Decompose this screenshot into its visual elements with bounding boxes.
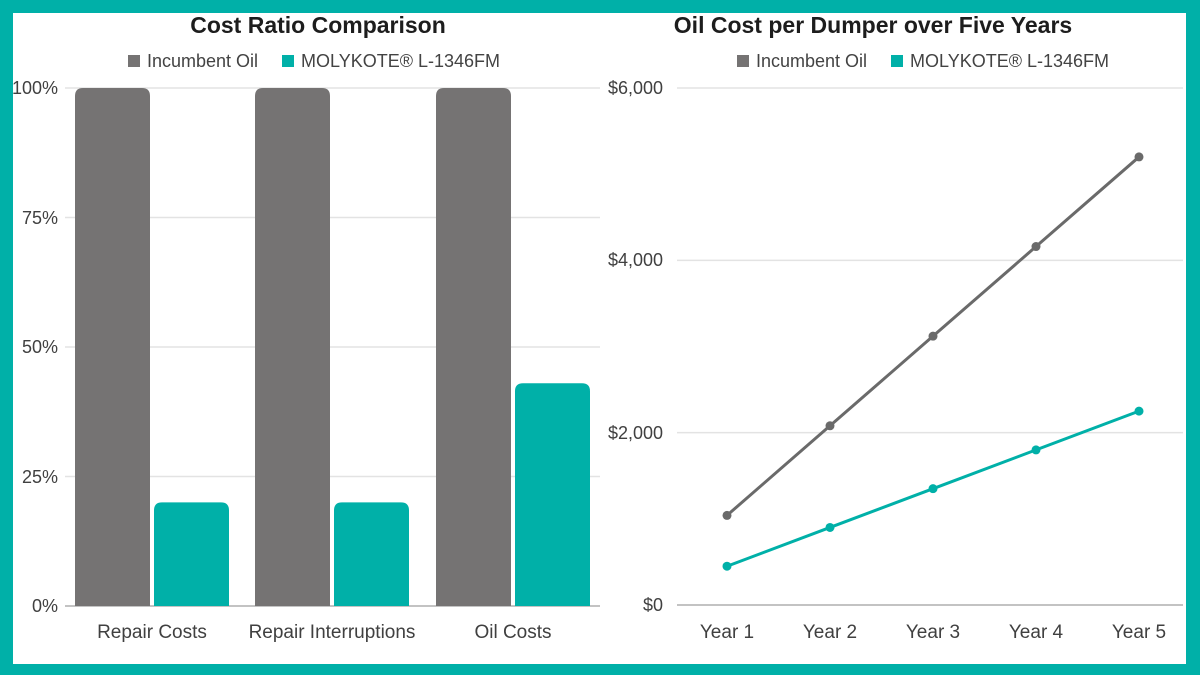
legend-label-incumbent: Incumbent Oil: [755, 50, 868, 71]
cost-ratio-y-axis-label: 50%: [21, 337, 58, 357]
cost-ratio-x-axis-label: Repair Interruptions: [248, 622, 416, 643]
cost-ratio-y-axis-label: 75%: [21, 207, 58, 228]
oil-cost-y-axis-label: $4,000: [607, 250, 663, 271]
legend-swatch-incumbent-icon: [736, 55, 749, 67]
cost-ratio-x-axis-label: Repair Costs: [97, 622, 207, 643]
legend-item-molykote: MOLYKOTE® L-1346FM: [891, 51, 1109, 72]
cost-ratio-y-axis-label: 100%: [11, 78, 58, 98]
oil-cost-x-axis-label: Year 4: [1008, 622, 1064, 643]
chart-canvas: [13, 13, 1186, 664]
line-chart-title: Oil Cost per Dumper over Five Years: [673, 12, 1073, 38]
line-chart-legend: Incumbent Oil MOLYKOTE® L-1346FM: [623, 49, 1200, 73]
oil-cost-x-axis-label: Year 5: [1111, 622, 1167, 643]
legend-label-incumbent: Incumbent Oil: [146, 50, 259, 71]
oil-cost-y-axis-label: $6,000: [607, 78, 663, 98]
oil-cost-x-axis-label: Year 2: [802, 622, 858, 643]
legend-item-molykote: MOLYKOTE® L-1346FM: [282, 51, 500, 72]
legend-item-incumbent-oil: Incumbent Oil: [736, 50, 868, 72]
legend-swatch-molykote-icon: [891, 55, 904, 67]
legend-label-molykote: MOLYKOTE® L-1346FM: [301, 50, 501, 71]
legend-label-molykote: MOLYKOTE® L-1346FM: [910, 50, 1110, 71]
bar-chart-legend: Incumbent Oil MOLYKOTE® L-1346FM: [14, 49, 614, 73]
cost-ratio-x-axis-label: Oil Costs: [474, 622, 552, 643]
oil-cost-y-axis-label: $0: [642, 595, 663, 615]
oil-cost-x-axis-label: Year 1: [699, 622, 755, 643]
legend-swatch-molykote-icon: [282, 55, 295, 67]
oil-cost-x-axis-label: Year 3: [905, 622, 961, 643]
oil-cost-y-axis-label: $2,000: [607, 422, 663, 443]
bar-chart-title: Cost Ratio Comparison: [190, 12, 446, 38]
cost-ratio-y-axis-label: 25%: [21, 466, 58, 487]
cost-ratio-y-axis-label: 0%: [31, 596, 58, 616]
legend-swatch-incumbent-icon: [127, 55, 140, 67]
legend-item-incumbent-oil: Incumbent Oil: [127, 50, 259, 72]
